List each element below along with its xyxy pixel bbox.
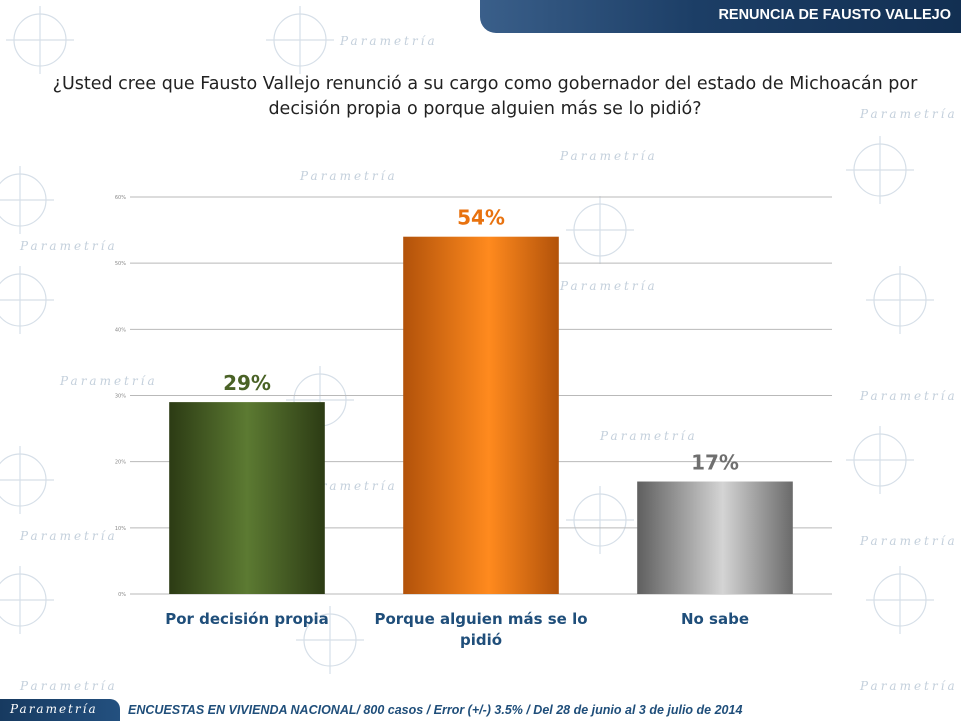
category-label: No sabe xyxy=(681,610,749,628)
category-label: Porque alguien más se lo pidió xyxy=(374,610,587,649)
watermark-text: Parametría xyxy=(19,679,118,693)
data-label: 29% xyxy=(223,371,271,395)
data-label: 54% xyxy=(457,206,505,230)
bar xyxy=(403,236,559,594)
category-label: Por decisión propia xyxy=(165,610,329,628)
watermark-text: Parametría xyxy=(559,279,658,293)
watermark-text: Parametría xyxy=(859,534,958,548)
y-tick-label: 40% xyxy=(115,327,126,333)
y-tick-label: 0% xyxy=(118,592,126,598)
header-title: RENUNCIA DE FAUSTO VALLEJO xyxy=(718,7,951,23)
y-tick-label: 50% xyxy=(115,261,126,267)
watermark-text: Parametría xyxy=(19,529,118,543)
watermark-text: Parametría xyxy=(59,374,158,388)
watermark-text: Parametría xyxy=(599,429,698,443)
y-tick-label: 60% xyxy=(115,195,126,201)
y-tick-label: 20% xyxy=(115,460,126,466)
footer-text: ENCUESTAS EN VIVIENDA NACIONAL/ 800 caso… xyxy=(128,703,743,717)
data-label: 17% xyxy=(691,451,739,475)
watermark-text: Parametría xyxy=(559,149,658,163)
question-text: ¿Usted cree que Fausto Vallejo renunció … xyxy=(52,74,918,119)
footer-logo-text: Parametría xyxy=(10,702,98,716)
watermark-text: Parametría xyxy=(299,169,398,183)
bar xyxy=(637,481,793,594)
footer-logo: Parametría xyxy=(0,699,120,721)
bar xyxy=(169,402,325,594)
header-bar: RENUNCIA DE FAUSTO VALLEJO xyxy=(480,0,961,33)
watermark-text: Parametría xyxy=(859,389,958,403)
y-tick-label: 30% xyxy=(115,394,126,400)
watermark-text: Parametría xyxy=(19,239,118,253)
watermark-text: Parametría xyxy=(339,34,438,48)
watermark-text: Parametría xyxy=(859,107,958,121)
y-tick-label: 10% xyxy=(115,526,126,532)
watermark-text: Parametría xyxy=(859,679,958,693)
